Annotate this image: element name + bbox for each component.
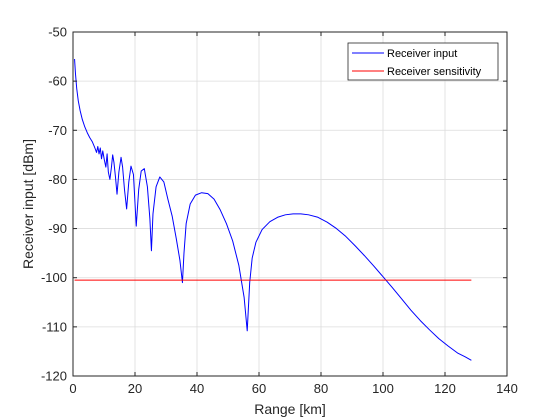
grid: [73, 32, 507, 376]
legend-label-receiver-sensitivity: Receiver sensitivity: [387, 66, 482, 78]
series-group: [74, 58, 472, 361]
x-tick-label: 120: [434, 381, 456, 396]
legend-box: [347, 42, 499, 81]
y-tick-label: -60: [48, 74, 67, 89]
y-tick-label: -110: [42, 319, 67, 334]
x-tick-label: 60: [252, 381, 266, 396]
tick-labels: 0 20 40 60 80 100 120 140 -120 -110 -100 -90 -80 -70 -…: [41, 25, 518, 397]
legend-label-receiver-input: Receiver input: [387, 48, 457, 60]
x-tick-label: 140: [496, 381, 518, 396]
x-tick-label: 40: [190, 381, 204, 396]
x-tick-label: 20: [128, 381, 142, 396]
y-tick-label: -50: [48, 25, 67, 40]
y-axis-label: Receiver input [dBm]: [20, 139, 36, 269]
plot-frame: [72, 31, 508, 377]
y-tick-label: -80: [48, 172, 67, 187]
ticks: [72, 31, 508, 377]
legend: Receiver input Receiver sensitivity: [347, 42, 499, 81]
x-tick-label: 0: [69, 381, 76, 396]
y-tick-label: -70: [48, 123, 67, 138]
y-tick-label: -100: [41, 270, 67, 285]
y-tick-label: -120: [41, 369, 67, 384]
x-axis-label: Range [km]: [254, 401, 326, 417]
x-tick-label: 100: [372, 381, 394, 396]
y-tick-label: -90: [48, 221, 67, 236]
x-tick-label: 80: [314, 381, 328, 396]
series-line-receiver-input: [74, 58, 472, 361]
plot-area: [73, 32, 507, 376]
